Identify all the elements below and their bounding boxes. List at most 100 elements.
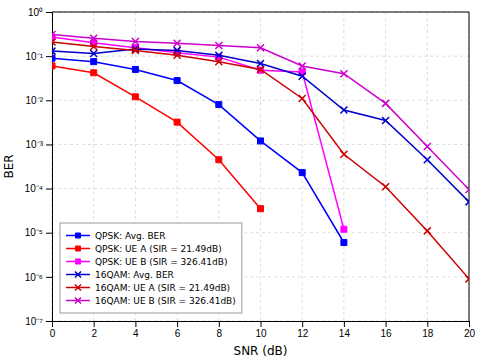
x-tick: 18 (422, 321, 434, 339)
y-axis-title: BER (2, 154, 16, 178)
series-marker (257, 66, 264, 73)
legend-marker (75, 298, 81, 304)
series-line (52, 42, 469, 279)
series (52, 34, 347, 232)
series (52, 63, 264, 212)
x-tick-label: 4 (133, 328, 139, 339)
series (52, 31, 469, 193)
series-marker (424, 156, 431, 163)
x-tick-label: 20 (464, 328, 476, 339)
legend-entry: 16QAM: UE B (SIR = 326.41dB) (66, 296, 236, 306)
plot: 0246810121416182010⁻⁷10⁻⁶10⁻⁵10⁻⁴10⁻³10⁻… (25, 7, 476, 339)
y-tick: 10⁻⁵ (25, 227, 52, 238)
y-tick: 10⁻³ (26, 139, 52, 150)
series-marker (258, 206, 264, 212)
x-tick-label: 6 (175, 328, 181, 339)
frame-right (469, 12, 470, 321)
series-marker (424, 143, 431, 150)
x-tick-mark (177, 321, 178, 327)
x-axis: 02468101214161820 (50, 321, 476, 339)
x-tick: 20 (464, 321, 476, 339)
series-marker (340, 70, 347, 77)
series-marker (132, 38, 139, 45)
series-marker (90, 43, 97, 50)
y-tick-mark (46, 144, 52, 145)
y-axis: 10⁻⁷10⁻⁶10⁻⁵10⁻⁴10⁻³10⁻²10⁻¹10⁰ (25, 7, 53, 327)
y-tick-label: 10⁻⁷ (25, 316, 43, 327)
grid-line-y (52, 100, 469, 101)
x-tick-mark (386, 321, 387, 327)
series-marker (340, 151, 347, 158)
legend-label: QPSK: UE B (SIR = 326.41dB) (95, 257, 227, 267)
series-marker (174, 78, 180, 84)
x-tick: 0 (50, 321, 56, 339)
series-marker (132, 46, 139, 53)
legend-entry: 16QAM: UE A (SIR = 21.49dB) (66, 283, 230, 293)
y-tick: 10⁻² (26, 95, 52, 106)
x-axis-line (53, 322, 470, 328)
series-marker (382, 117, 389, 124)
y-tick-mark (46, 277, 52, 278)
legend-frame (60, 223, 242, 313)
legend-marker (75, 272, 81, 278)
grid-line-x (469, 12, 470, 321)
legend-marker (75, 285, 81, 291)
y-tick-label: 10⁻² (26, 95, 44, 106)
x-tick-mark (427, 321, 428, 327)
x-tick-mark (261, 321, 262, 327)
x-tick-label: 10 (255, 328, 267, 339)
series-marker (215, 58, 222, 65)
y-tick-mark (46, 56, 52, 57)
legend-marker (76, 259, 81, 264)
series-marker (257, 44, 264, 51)
grid-line-y (52, 12, 469, 13)
series-marker (132, 94, 138, 100)
marks (52, 31, 469, 282)
series-marker (52, 55, 55, 61)
x-tick-label: 8 (217, 328, 223, 339)
x-tick: 16 (381, 321, 393, 339)
series-marker (299, 62, 306, 69)
chart: 0246810121416182010⁻⁷10⁻⁶10⁻⁵10⁻⁴10⁻³10⁻… (0, 0, 483, 361)
series-marker (216, 102, 222, 108)
legend-label: QPSK: UE A (SIR = 21.49dB) (95, 244, 222, 254)
series-marker (258, 138, 264, 144)
y-tick: 10⁻⁴ (25, 183, 52, 194)
x-tick-label: 18 (422, 328, 434, 339)
y-tick: 10⁻⁶ (25, 272, 52, 283)
x-tick-label: 0 (50, 328, 56, 339)
legend-marker (76, 246, 81, 251)
legend-label: 16QAM: Avg. BER (95, 270, 174, 280)
series-marker (52, 38, 56, 45)
x-tick: 4 (133, 321, 139, 339)
y-tick-label: 10⁻⁵ (25, 227, 43, 238)
grid (52, 12, 469, 321)
x-tick-mark (469, 321, 470, 327)
series-marker (174, 119, 180, 125)
x-tick: 10 (255, 321, 267, 339)
y-tick: 10⁻⁷ (25, 316, 52, 327)
series-marker (52, 31, 56, 38)
series-marker (340, 107, 347, 114)
series (52, 55, 347, 245)
y-tick-label: 10⁻⁶ (25, 272, 43, 283)
series-marker (90, 35, 97, 42)
y-tick-mark (46, 321, 52, 322)
grid-line-y (52, 188, 469, 189)
series-marker (91, 70, 97, 76)
series (52, 38, 469, 282)
grid-line-x (343, 12, 344, 321)
grid-line-x (302, 12, 303, 321)
x-tick-label: 12 (297, 328, 309, 339)
x-axis-title: SNR (dB) (234, 344, 288, 358)
series-marker (341, 240, 347, 246)
y-axis-line (46, 13, 53, 322)
x-tick-mark (135, 321, 136, 327)
x-tick: 6 (175, 321, 181, 339)
series-marker (341, 226, 347, 232)
y-tick-label: 10⁰ (28, 7, 43, 18)
series-line (52, 37, 344, 229)
series-marker (174, 40, 181, 47)
series-marker (215, 52, 222, 59)
x-tick-mark (344, 321, 345, 327)
